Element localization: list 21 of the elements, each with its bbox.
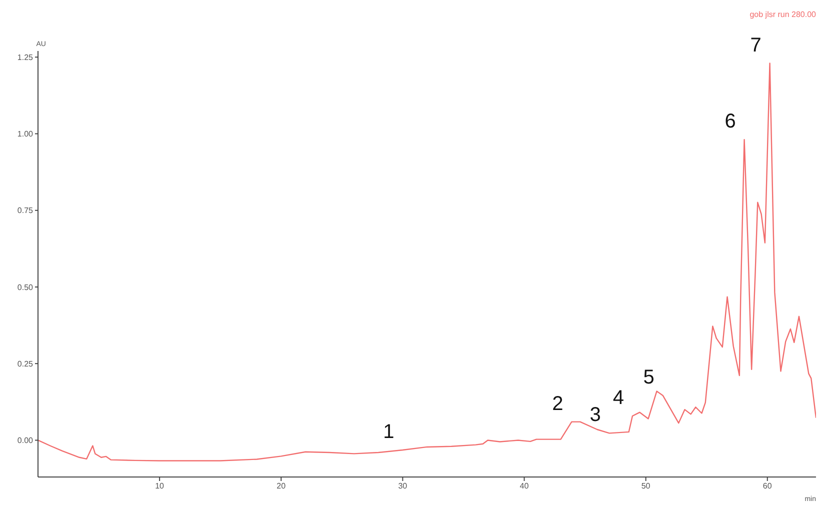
x-tick-label: 30 (398, 482, 408, 491)
annotation: 3 (590, 404, 601, 426)
y-tick-label: 1.00 (17, 130, 34, 139)
y-tick-label: 0.75 (17, 206, 34, 216)
y-tick-label: 0.50 (17, 282, 34, 292)
x-tick-label: 60 (762, 482, 772, 491)
annotation: 5 (643, 366, 654, 388)
x-tick-label: 10 (155, 482, 165, 491)
text: gob jlsr run 280.00 (750, 10, 816, 19)
line-series (38, 62, 816, 462)
x-tick-label: 50 (641, 482, 651, 491)
annotation: 6 (724, 110, 736, 133)
annotation: 1 (383, 421, 394, 444)
y-tick-label: 0.00 (17, 436, 34, 446)
x-tick-label: 20 (276, 482, 286, 491)
x-tick-label: 40 (520, 482, 530, 491)
annotation: 7 (750, 34, 762, 56)
y-tick-label: 1.25 (17, 52, 34, 62)
annotation: 4 (612, 387, 624, 410)
annotation: 2 (552, 392, 564, 415)
y-tick-label: 0.25 (17, 359, 34, 368)
